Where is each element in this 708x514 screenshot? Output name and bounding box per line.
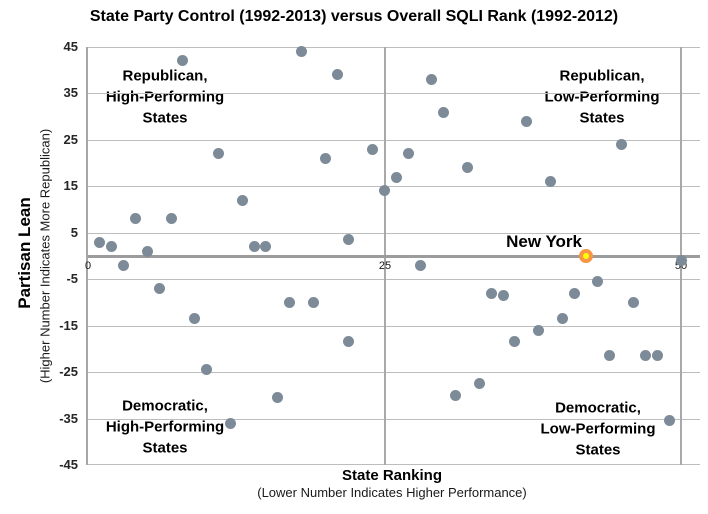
data-point [284, 297, 295, 308]
data-point [367, 144, 378, 155]
gridline-horizontal [88, 464, 700, 465]
data-point [94, 237, 105, 248]
chart-title: State Party Control (1992-2013) versus O… [89, 8, 619, 25]
data-point [308, 297, 319, 308]
data-point [545, 176, 556, 187]
data-point [296, 46, 307, 57]
data-point [379, 185, 390, 196]
data-point [415, 260, 426, 271]
data-point [628, 297, 639, 308]
data-point [521, 116, 532, 127]
data-point [652, 350, 663, 361]
data-point [189, 313, 200, 324]
quadrant-label-democratic-high-performing: Democratic, High-Performing States [105, 397, 225, 457]
plot-area: Republican, High-Performing States Repub… [85, 46, 700, 465]
data-point [106, 241, 117, 252]
gridline-horizontal [88, 279, 700, 280]
data-point [403, 148, 414, 159]
data-point [640, 350, 651, 361]
y-axis-tick-label: 25 [63, 132, 78, 147]
data-point [664, 415, 675, 426]
data-point [592, 276, 603, 287]
gridline-horizontal [88, 93, 700, 94]
data-point [498, 290, 509, 301]
data-point [118, 260, 129, 271]
quadrant-label-democratic-low-performing: Democratic, Low-Performing States [540, 399, 656, 459]
quadrant-label-republican-low-performing: Republican, Low-Performing States [544, 67, 660, 127]
data-point [225, 418, 236, 429]
data-point [426, 74, 437, 85]
y-axis-tick-label: -25 [59, 364, 78, 379]
data-point [438, 107, 449, 118]
y-axis-tick-label: 45 [63, 39, 78, 54]
data-point [450, 390, 461, 401]
y-axis-tick-label: 35 [63, 85, 78, 100]
data-point [604, 350, 615, 361]
x-axis-title: State Ranking [341, 467, 443, 484]
y-axis-tick-label: -5 [66, 271, 78, 286]
y-axis-tick-label: -35 [59, 411, 78, 426]
data-point [201, 364, 212, 375]
data-point [509, 336, 520, 347]
gridline-horizontal [88, 372, 700, 373]
gridline-horizontal [88, 326, 700, 327]
x-axis-subtitle: (Lower Number Indicates Higher Performan… [257, 485, 527, 500]
data-point [272, 392, 283, 403]
data-point [391, 172, 402, 183]
data-point [320, 153, 331, 164]
data-point [332, 69, 343, 80]
data-point [343, 336, 354, 347]
data-point [260, 241, 271, 252]
x-axis-zero-line [88, 255, 700, 258]
data-point [616, 139, 627, 150]
data-point [569, 288, 580, 299]
data-point [557, 313, 568, 324]
y-axis-title: Partisan Lean [15, 197, 34, 309]
x-axis-tick-label: 0 [84, 260, 92, 272]
gridline-horizontal [88, 419, 700, 420]
y-axis-subtitle: (Higher Number Indicates More Republican… [37, 128, 53, 384]
gridline-horizontal [88, 47, 700, 48]
gridline-horizontal [88, 140, 700, 141]
gridline-horizontal [88, 186, 700, 187]
data-point [249, 241, 260, 252]
data-point [676, 255, 687, 266]
y-axis-tick-label: 15 [63, 178, 78, 193]
highlighted-point-label: New York [506, 232, 582, 251]
data-point [130, 213, 141, 224]
data-point [213, 148, 224, 159]
data-point [533, 325, 544, 336]
gridline-horizontal [88, 233, 700, 234]
data-point [142, 246, 153, 257]
quadrant-label-republican-high-performing: Republican, High-Performing States [105, 67, 225, 127]
data-point [486, 288, 497, 299]
data-point [177, 55, 188, 66]
data-point [474, 378, 485, 389]
y-axis-tick-label: 5 [70, 225, 78, 240]
y-axis-tick-label: -45 [59, 457, 78, 472]
data-point [462, 162, 473, 173]
data-point [166, 213, 177, 224]
x-axis-tick-label: 25 [378, 260, 392, 272]
data-point [237, 195, 248, 206]
data-point [343, 234, 354, 245]
highlighted-point-new-york [579, 249, 593, 263]
data-point [154, 283, 165, 294]
y-axis-tick-label: -15 [59, 318, 78, 333]
